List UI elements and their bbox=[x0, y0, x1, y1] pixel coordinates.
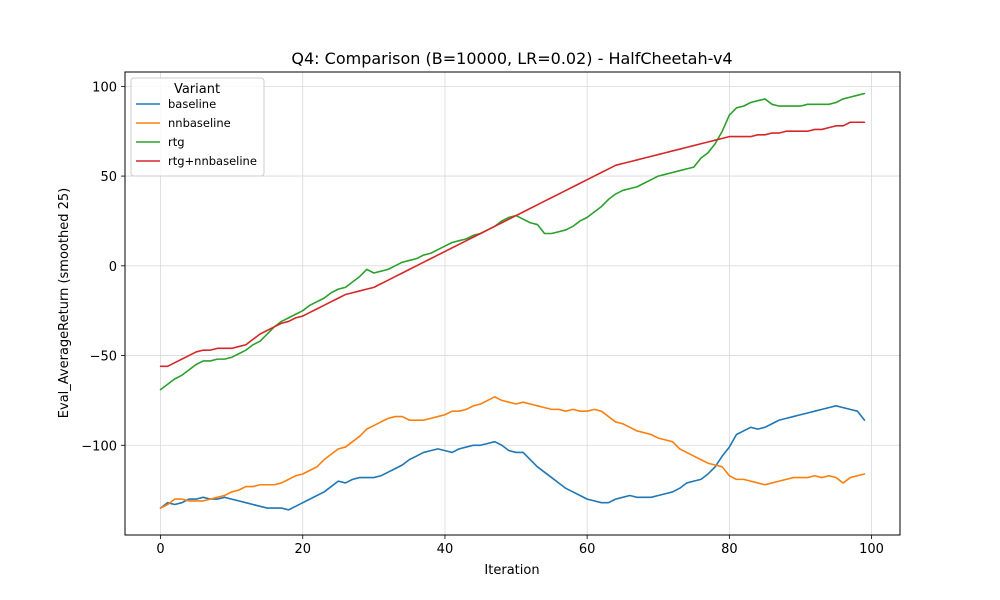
y-tick-label: −100 bbox=[81, 439, 117, 454]
y-tick-label: −50 bbox=[90, 350, 117, 365]
x-tick-label: 0 bbox=[156, 542, 164, 557]
x-tick-label: 40 bbox=[437, 542, 454, 557]
x-tick-label: 60 bbox=[579, 542, 596, 557]
series-line-nnbaseline bbox=[159, 396, 866, 509]
x-axis-label: Iteration bbox=[484, 563, 539, 578]
legend-label: nnbaseline bbox=[168, 116, 231, 130]
y-tick-label: 0 bbox=[109, 260, 117, 275]
plot-frame bbox=[124, 71, 901, 536]
x-tick-label: 100 bbox=[859, 542, 884, 557]
x-tick-label: 80 bbox=[721, 542, 738, 557]
axis-ticks: 0 20 40 60 80 100 −100 −50 0 50 100 bbox=[81, 80, 884, 557]
chart-title: Q4: Comparison (B=10000, LR=0.02) - Half… bbox=[291, 49, 732, 68]
series-line-rtg-nnbaseline bbox=[159, 121, 866, 368]
series-lines bbox=[159, 92, 866, 511]
legend-label: rtg bbox=[168, 135, 185, 149]
grid bbox=[125, 72, 900, 535]
x-tick-label: 20 bbox=[294, 542, 311, 557]
legend-label: baseline bbox=[168, 97, 216, 111]
series-line-baseline bbox=[159, 404, 866, 511]
y-axis-label: Eval_AverageReturn (smoothed 25) bbox=[57, 188, 72, 418]
legend-title: Variant bbox=[174, 82, 220, 97]
y-tick-label: 50 bbox=[100, 170, 117, 185]
legend-label: rtg+nnbaseline bbox=[168, 154, 257, 168]
legend: Variant baseline nnbaseline rtg rtg+nnbasel… bbox=[130, 77, 265, 177]
y-tick-label: 100 bbox=[92, 80, 117, 95]
legend-box bbox=[130, 77, 265, 177]
